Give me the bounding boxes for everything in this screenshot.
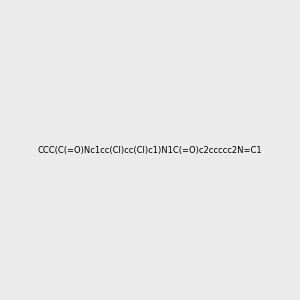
Text: CCC(C(=O)Nc1cc(Cl)cc(Cl)c1)N1C(=O)c2ccccc2N=C1: CCC(C(=O)Nc1cc(Cl)cc(Cl)c1)N1C(=O)c2cccc…: [38, 146, 262, 154]
